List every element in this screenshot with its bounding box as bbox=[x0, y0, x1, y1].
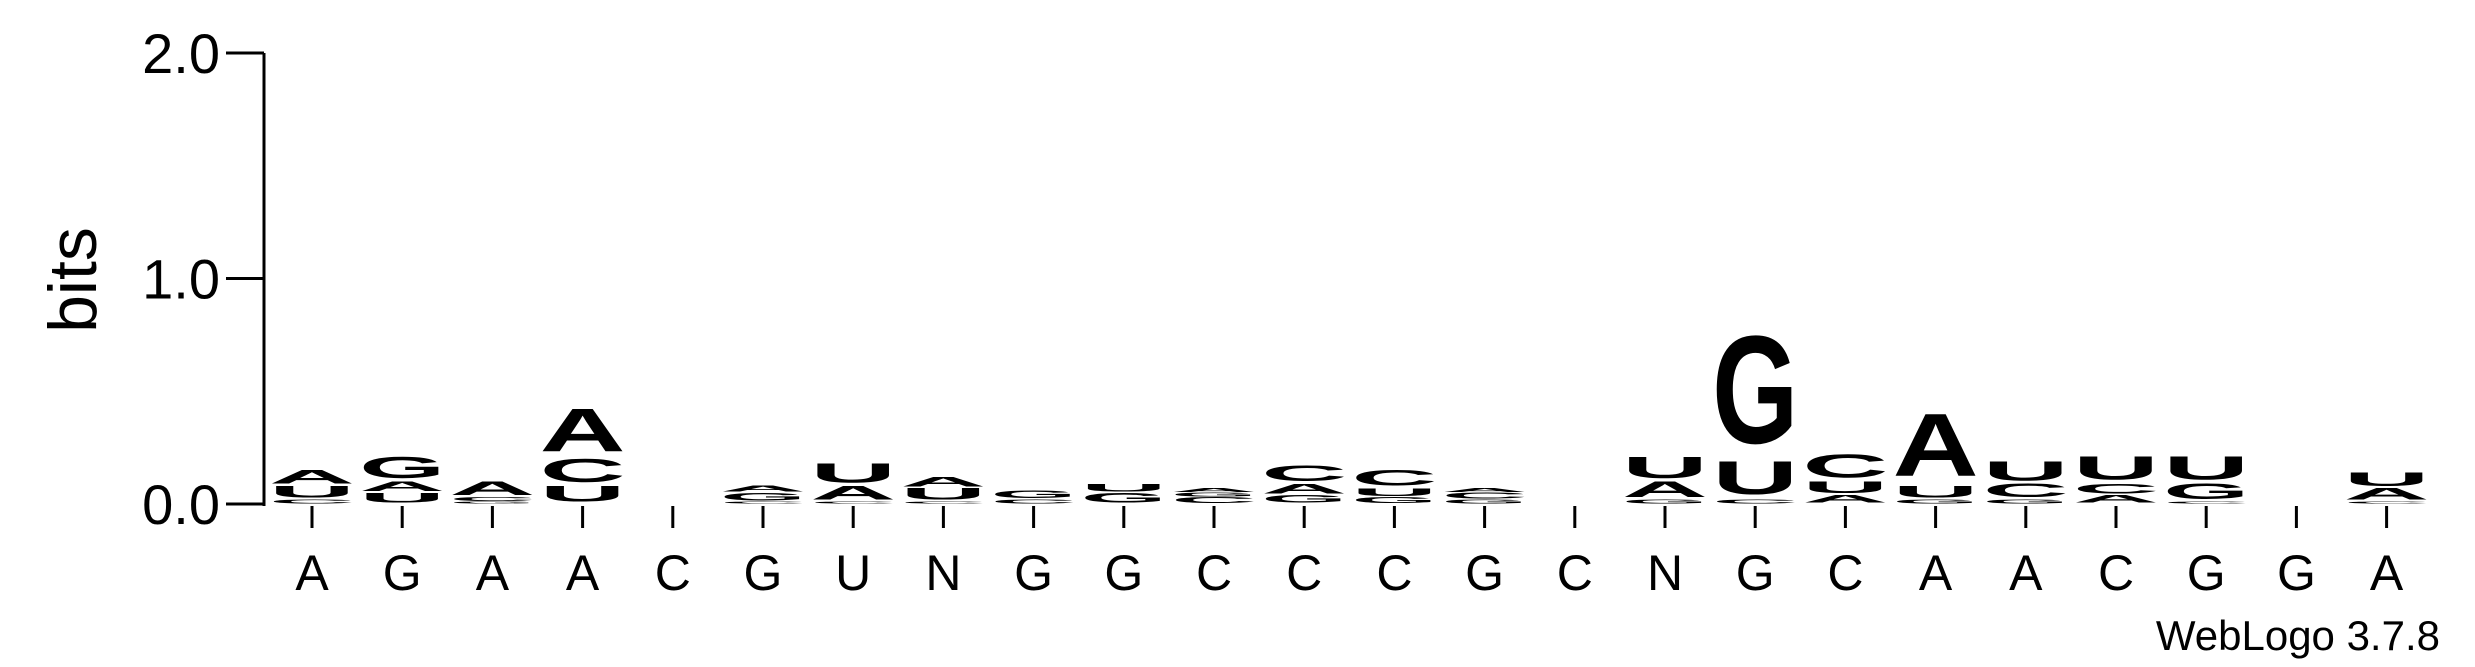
logo-letter-c: C bbox=[991, 498, 1077, 504]
logo-letter-c: C bbox=[1261, 461, 1347, 486]
x-tick-label: A bbox=[476, 545, 510, 601]
y-axis-label: bits bbox=[35, 227, 111, 333]
logo-letter-g: G bbox=[991, 488, 1077, 501]
logo-letter-u: U bbox=[1712, 451, 1798, 504]
x-tick-label: C bbox=[1376, 545, 1412, 601]
x-tick-label: C bbox=[655, 545, 691, 601]
logo-letter-a: A bbox=[449, 477, 535, 499]
logo-letter-u: U bbox=[1351, 486, 1437, 499]
logo-letter-a: A bbox=[1442, 487, 1528, 493]
logo-letter-a: A bbox=[2073, 492, 2159, 505]
x-tick-label: G bbox=[1104, 545, 1143, 601]
logo-letter-g: G bbox=[1983, 498, 2069, 504]
x-tick-label: C bbox=[1286, 545, 1322, 601]
logo-letter-c: C bbox=[1171, 495, 1257, 504]
logo-letter-a: A bbox=[1802, 492, 1888, 505]
x-tick-label: U bbox=[835, 545, 871, 601]
x-tick-label: A bbox=[295, 545, 329, 601]
logo-letter-u: U bbox=[269, 482, 355, 501]
x-tick-label: G bbox=[2187, 545, 2226, 601]
x-tick-label: A bbox=[2009, 545, 2043, 601]
logo-letter-g: G bbox=[1893, 498, 1979, 504]
weblogo-version-footer: WebLogo 3.7.8 bbox=[2156, 612, 2440, 659]
logo-letter-a: A bbox=[359, 478, 445, 494]
x-tick-label: C bbox=[1557, 545, 1593, 601]
logo-letter-g: G bbox=[1261, 493, 1347, 506]
x-tick-label: G bbox=[744, 545, 783, 601]
logo-letter-g: G bbox=[720, 490, 806, 503]
logo-letter-g: G bbox=[1442, 498, 1528, 504]
x-tick-label: A bbox=[2370, 545, 2404, 601]
logo-letter-u: U bbox=[359, 490, 445, 506]
x-tick-label: G bbox=[383, 545, 422, 601]
y-ticks: 0.0 1.0 2.0 bbox=[142, 22, 264, 536]
logo-letter-u: U bbox=[1983, 455, 2069, 486]
logo-letter-u: U bbox=[540, 481, 626, 506]
y-axis: 0.0 1.0 2.0 bits bbox=[35, 22, 266, 536]
logo-letter-u: U bbox=[2344, 468, 2430, 490]
logo-letter-c: C bbox=[2073, 481, 2159, 497]
logo-letter-a: A bbox=[1261, 481, 1347, 497]
logo-letter-c: C bbox=[900, 501, 986, 504]
x-tick-label: C bbox=[2098, 545, 2134, 601]
x-tick-label: G bbox=[2277, 545, 2316, 601]
x-tick-label: G bbox=[1465, 545, 1504, 601]
x-tick-label: A bbox=[566, 545, 600, 601]
logo-letter-g: G bbox=[1351, 495, 1437, 504]
logo-letter-a: A bbox=[900, 474, 986, 490]
x-tick-label: G bbox=[1736, 545, 1775, 601]
x-tick-label: G bbox=[1014, 545, 1053, 601]
logo-letter-g: G bbox=[1171, 491, 1257, 497]
logo-letter-c: C bbox=[1802, 447, 1888, 485]
logo-letter-a: A bbox=[1622, 477, 1708, 502]
logo-letter-g: G bbox=[1712, 305, 1798, 476]
logo-letter-u: U bbox=[810, 458, 896, 489]
y-tick-label: 1.0 bbox=[142, 248, 220, 311]
logo-letter-c: C bbox=[1983, 480, 2069, 502]
logo-letter-a: A bbox=[269, 466, 355, 488]
logo-letter-u: U bbox=[1081, 481, 1167, 494]
x-tick-label: A bbox=[1919, 545, 1953, 601]
logo-letter-a: A bbox=[2344, 485, 2430, 504]
logo-letter-a: A bbox=[1893, 395, 1979, 494]
logo-letter-g: G bbox=[1622, 498, 1708, 504]
y-tick-label: 0.0 bbox=[142, 473, 220, 536]
logo-letter-c: C bbox=[2344, 501, 2430, 504]
logo-letter-c: C bbox=[2163, 501, 2249, 504]
logo-letter-c: C bbox=[1712, 498, 1798, 504]
logo-letter-a: A bbox=[540, 396, 626, 465]
logo-letter-c: C bbox=[449, 496, 535, 502]
logo-letter-c: C bbox=[540, 452, 626, 490]
logo-letter-g: G bbox=[449, 501, 535, 504]
x-tick-label: C bbox=[1827, 545, 1863, 601]
logo-letter-u: U bbox=[2073, 449, 2159, 487]
logo-letter-u: U bbox=[2163, 449, 2249, 487]
logo-letter-c: C bbox=[1351, 465, 1437, 490]
logo-letter-u: U bbox=[1893, 482, 1979, 501]
logo-letter-c: C bbox=[269, 498, 355, 504]
logo-letter-c: C bbox=[720, 501, 806, 504]
logo-letter-g: G bbox=[1081, 490, 1167, 506]
x-tick-label: C bbox=[1196, 545, 1232, 601]
logo-letter-c: C bbox=[1442, 491, 1528, 500]
logo-letter-a: A bbox=[1171, 487, 1257, 493]
y-tick-label: 2.0 bbox=[142, 22, 220, 85]
logo-letter-c: C bbox=[810, 501, 896, 504]
logo-letter-u: U bbox=[1622, 450, 1708, 484]
logo-letter-a: A bbox=[810, 482, 896, 504]
logo-letter-u: U bbox=[1802, 478, 1888, 497]
logo-letter-g: G bbox=[359, 450, 445, 484]
logo-letter-a: A bbox=[720, 484, 806, 493]
x-tick-label: N bbox=[1647, 545, 1683, 601]
logo-letter-g: G bbox=[2163, 479, 2249, 504]
logo-letter-u: U bbox=[900, 485, 986, 504]
x-tick-label: N bbox=[925, 545, 961, 601]
